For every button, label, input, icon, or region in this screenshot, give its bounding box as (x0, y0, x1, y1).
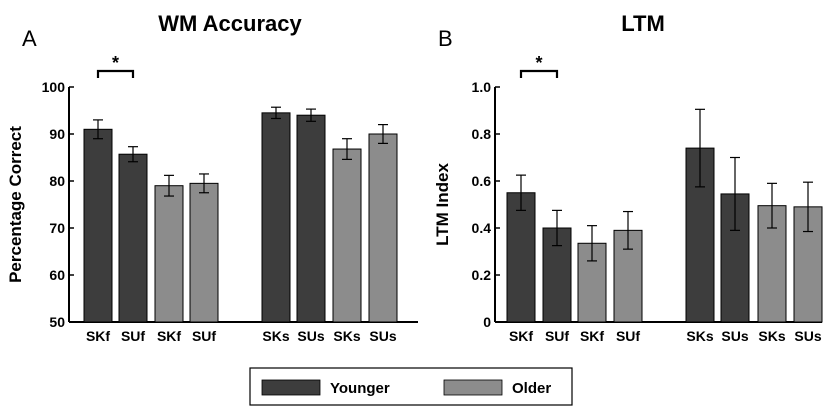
panel-b-y-tick-label: 1.0 (472, 79, 492, 95)
panel-b-y-axis-label: LTM Index (433, 163, 452, 246)
panel-b-category-label: SKf (580, 328, 604, 344)
panel-a-y-tick-label: 100 (42, 79, 66, 95)
panel-a-y-tick-label: 90 (49, 126, 65, 142)
panel-b-y-tick-label: 0.4 (472, 220, 492, 236)
panel-b-category-label: SKs (686, 328, 713, 344)
panel-a-significance-bracket (96, 69, 135, 78)
panel-b-label: B (438, 26, 453, 51)
panel-a-y-tick-label: 70 (49, 220, 65, 236)
legend: Younger Older (249, 367, 573, 406)
panel-a-bar (296, 114, 326, 323)
panel-a-label: A (22, 26, 37, 51)
panel-b-category-label: SUs (794, 328, 821, 344)
legend-label-younger: Younger (330, 380, 390, 397)
panel-a-y-tick-label: 60 (49, 267, 65, 283)
panel-b-y-tick-label: 0.2 (472, 267, 492, 283)
panel-b-y-tick-label: 0 (483, 314, 491, 330)
panel-a-title: WM Accuracy (158, 11, 302, 36)
panel-a-bar (83, 128, 113, 323)
panel-a-y-axis-label: Percentage Correct (6, 126, 25, 283)
panel-a-category-label: SKs (262, 328, 289, 344)
legend-swatch-older (443, 379, 503, 396)
panel-b-bar (506, 192, 536, 323)
panel-a-wm-accuracy: A WM Accuracy Percentage Correct 50 60 70 80 90… (6, 11, 418, 344)
panel-a-category-label: SUs (297, 328, 324, 344)
panel-b-category-label: SUf (545, 328, 569, 344)
panel-b-y-tick-label: 0.6 (472, 173, 492, 189)
panel-a-y-tick-label: 50 (49, 314, 65, 330)
panel-a-category-label: SKs (333, 328, 360, 344)
panel-b-significance-star: * (535, 53, 542, 73)
panel-b-ltm: B LTM LTM Index 0 0.2 0.4 0.6 0.8 1.0 SKf SUf SKf SU… (433, 11, 823, 344)
panel-b-category-label: SKf (509, 328, 533, 344)
panel-a-bar (368, 133, 398, 323)
panel-b-title: LTM (621, 11, 665, 36)
panel-a-category-label: SUf (192, 328, 216, 344)
panel-a-y-tick-label: 80 (49, 173, 65, 189)
panel-a-bar (154, 185, 184, 323)
panel-b-y-tick-label: 0.8 (472, 126, 492, 142)
panel-a-significance-star: * (112, 53, 119, 73)
panel-a-category-label: SKf (86, 328, 110, 344)
panel-a-bar (189, 182, 219, 323)
panel-a-bar (261, 112, 291, 323)
panel-a-bar (332, 148, 362, 323)
panel-a-category-label: SKf (157, 328, 181, 344)
panel-b-significance-bracket (519, 69, 559, 78)
panel-a-bar (118, 153, 148, 323)
panel-a-category-label: SUs (369, 328, 396, 344)
legend-label-older: Older (512, 380, 551, 397)
panel-b-category-label: SUs (721, 328, 748, 344)
panel-a-category-label: SUf (121, 328, 145, 344)
panel-b-category-label: SKs (758, 328, 785, 344)
panel-b-category-label: SUf (616, 328, 640, 344)
legend-swatch-younger (261, 379, 321, 396)
